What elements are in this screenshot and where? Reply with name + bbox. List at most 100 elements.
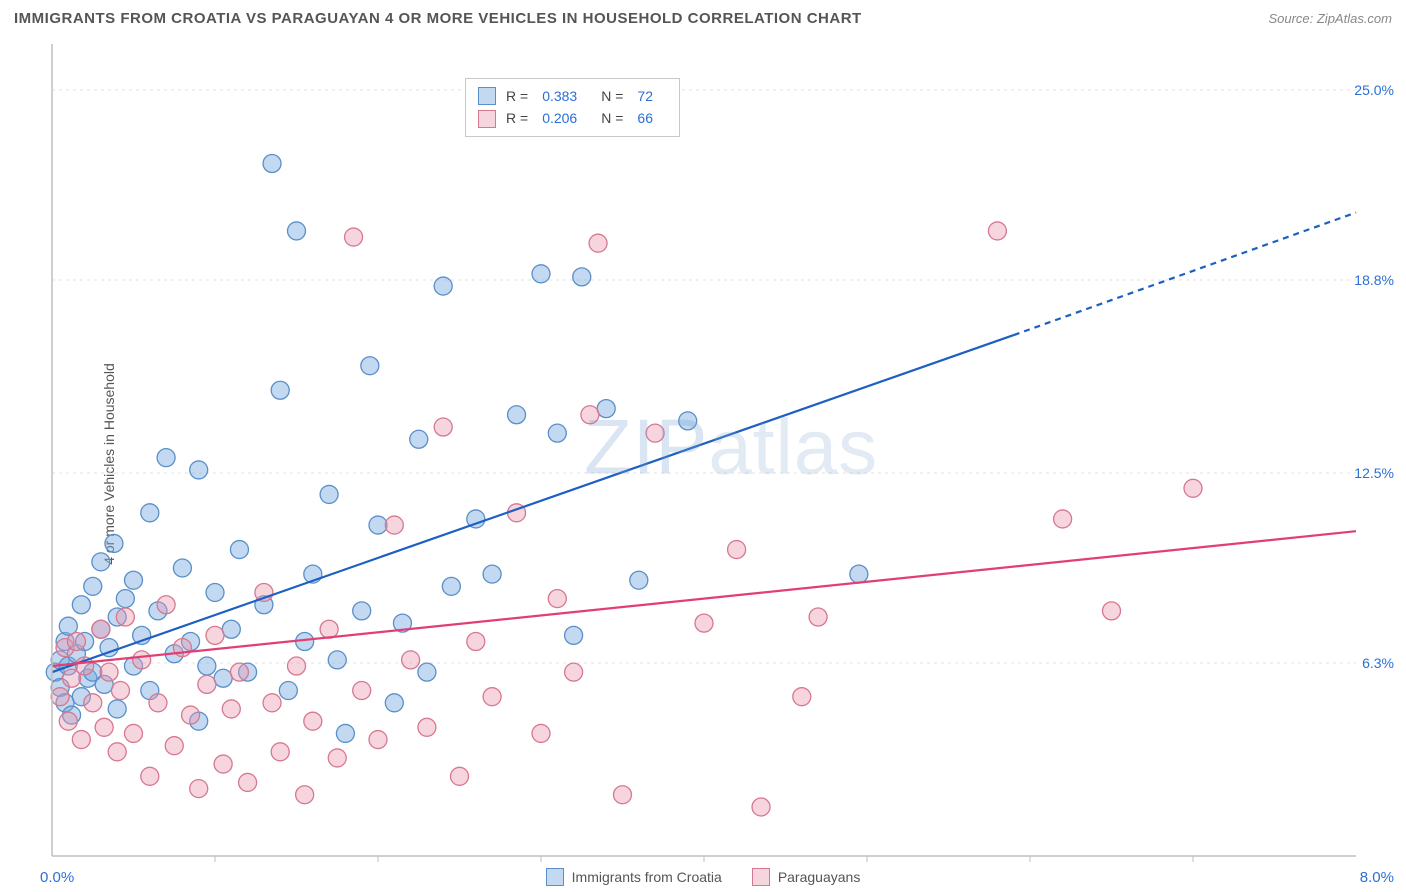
data-point: [695, 614, 713, 632]
data-point: [111, 682, 129, 700]
data-point: [72, 731, 90, 749]
data-point: [92, 620, 110, 638]
data-point: [190, 461, 208, 479]
data-point: [84, 577, 102, 595]
data-point: [418, 663, 436, 681]
data-point: [141, 767, 159, 785]
data-point: [149, 694, 167, 712]
data-point: [263, 694, 281, 712]
legend-r-label: R =: [506, 107, 528, 129]
data-point: [328, 651, 346, 669]
series-legend: Immigrants from Croatia Paraguayans: [0, 868, 1406, 886]
data-point: [581, 406, 599, 424]
data-point: [230, 663, 248, 681]
y-tick-label: 25.0%: [1354, 82, 1394, 98]
data-point: [296, 786, 314, 804]
data-point: [108, 743, 126, 761]
data-point: [173, 559, 191, 577]
data-point: [141, 504, 159, 522]
data-point: [222, 700, 240, 718]
legend-n-value: 66: [637, 107, 653, 129]
legend-item[interactable]: Immigrants from Croatia: [546, 868, 722, 886]
data-point: [646, 424, 664, 442]
data-point: [467, 633, 485, 651]
header-bar: IMMIGRANTS FROM CROATIA VS PARAGUAYAN 4 …: [0, 0, 1406, 36]
data-point: [157, 449, 175, 467]
data-point: [809, 608, 827, 626]
data-point: [565, 626, 583, 644]
trend-line: [52, 335, 1014, 672]
data-point: [614, 786, 632, 804]
data-point: [410, 430, 428, 448]
data-point: [793, 688, 811, 706]
legend-item[interactable]: Paraguayans: [752, 868, 861, 886]
y-tick-label: 18.8%: [1354, 272, 1394, 288]
data-point: [288, 222, 306, 240]
data-point: [679, 412, 697, 430]
data-point: [589, 234, 607, 252]
data-point: [850, 565, 868, 583]
data-point: [198, 675, 216, 693]
data-point: [434, 277, 452, 295]
data-point: [336, 724, 354, 742]
data-point: [182, 706, 200, 724]
data-point: [532, 724, 550, 742]
legend-row: R =0.383 N =72: [478, 85, 667, 107]
data-point: [385, 516, 403, 534]
source-link[interactable]: ZipAtlas.com: [1317, 11, 1392, 26]
legend-n-label: N =: [601, 107, 623, 129]
legend-r-value: 0.383: [542, 85, 577, 107]
legend-swatch: [546, 868, 564, 886]
data-point: [105, 534, 123, 552]
data-point: [72, 596, 90, 614]
data-point: [548, 590, 566, 608]
legend-swatch: [478, 110, 496, 128]
data-point: [214, 669, 232, 687]
data-point: [133, 651, 151, 669]
source-prefix: Source:: [1268, 11, 1316, 26]
legend-swatch: [478, 87, 496, 105]
data-point: [51, 688, 69, 706]
data-point: [442, 577, 460, 595]
data-point: [222, 620, 240, 638]
data-point: [271, 381, 289, 399]
data-point: [116, 590, 134, 608]
data-point: [508, 406, 526, 424]
data-point: [483, 565, 501, 583]
legend-label: Immigrants from Croatia: [572, 869, 722, 885]
data-point: [483, 688, 501, 706]
legend-r-value: 0.206: [542, 107, 577, 129]
data-point: [206, 583, 224, 601]
data-point: [230, 541, 248, 559]
source-citation: Source: ZipAtlas.com: [1268, 11, 1392, 26]
data-point: [548, 424, 566, 442]
data-point: [353, 602, 371, 620]
data-point: [288, 657, 306, 675]
data-point: [157, 596, 175, 614]
data-point: [100, 663, 118, 681]
data-point: [361, 357, 379, 375]
data-point: [434, 418, 452, 436]
data-point: [206, 626, 224, 644]
data-point: [108, 700, 126, 718]
data-point: [320, 620, 338, 638]
data-point: [190, 780, 208, 798]
data-point: [279, 682, 297, 700]
data-point: [95, 718, 113, 736]
data-point: [573, 268, 591, 286]
data-point: [451, 767, 469, 785]
data-point: [84, 694, 102, 712]
data-point: [92, 553, 110, 571]
correlation-legend: R =0.383 N =72 R = 0.206 N = 66: [465, 78, 680, 137]
data-point: [125, 571, 143, 589]
legend-swatch: [752, 868, 770, 886]
data-point: [532, 265, 550, 283]
data-point: [345, 228, 363, 246]
data-point: [1103, 602, 1121, 620]
legend-n-label: N =: [601, 85, 623, 107]
data-point: [385, 694, 403, 712]
data-point: [988, 222, 1006, 240]
scatter-chart: [0, 36, 1406, 892]
data-point: [320, 485, 338, 503]
data-point: [125, 724, 143, 742]
